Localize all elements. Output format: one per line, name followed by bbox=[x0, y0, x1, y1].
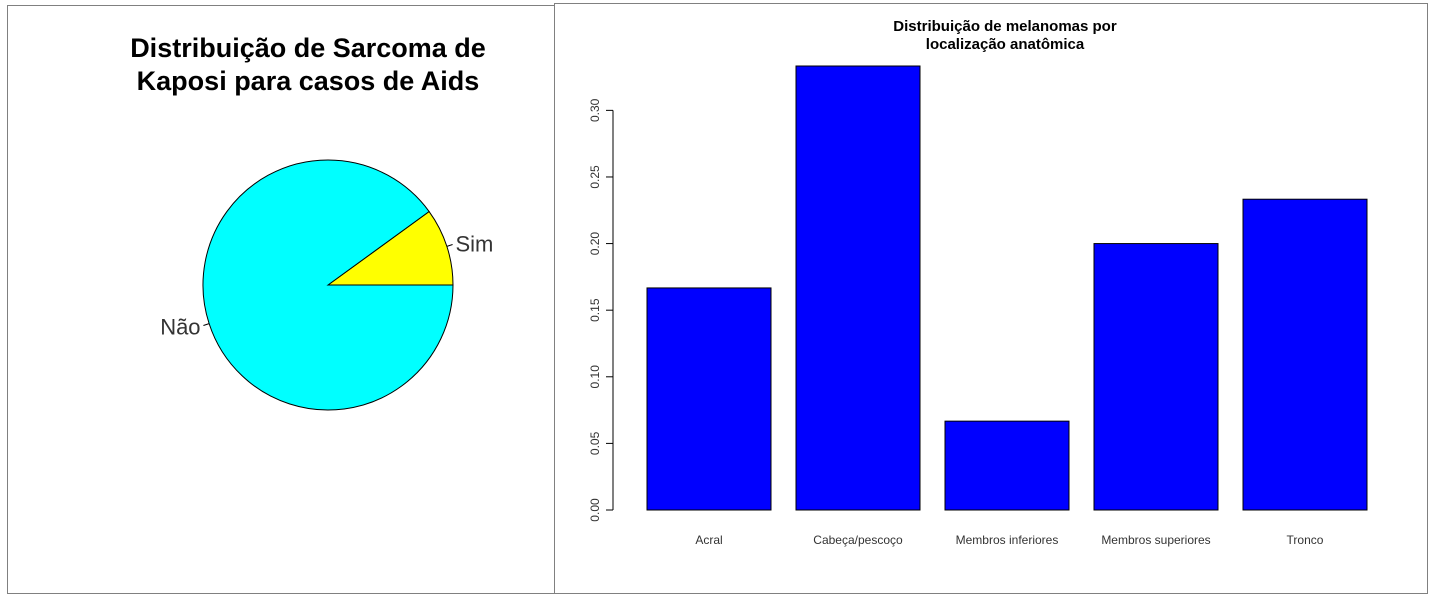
y-tick-label: 0.05 bbox=[588, 431, 602, 455]
bar-0 bbox=[646, 287, 772, 511]
pie-chart-panel: Distribuição de Sarcoma de Kaposi para c… bbox=[7, 5, 555, 594]
bar-chart: 0.00 0.05 0.10 0.15 0.20 0.25 0.30 Acral Cabeça/… bbox=[588, 65, 1368, 547]
x-tick-label: Acral bbox=[695, 533, 722, 547]
pie-label-tick bbox=[446, 244, 453, 247]
pie-chart: Sim Não bbox=[160, 159, 493, 411]
pie-chart-title: Distribuição de Sarcoma de Kaposi para c… bbox=[130, 33, 486, 96]
x-tick-label: Membros superiores bbox=[1101, 533, 1210, 547]
bar-1 bbox=[795, 65, 921, 511]
bar-chart-panel: Distribuição de melanomas por localizaçã… bbox=[554, 3, 1428, 594]
y-tick-label: 0.25 bbox=[588, 165, 602, 189]
pie-label-sim: Sim bbox=[455, 232, 493, 257]
bar-chart-title: Distribuição de melanomas por localizaçã… bbox=[893, 18, 1117, 53]
pie-label-não: Não bbox=[160, 314, 200, 339]
bar-3 bbox=[1093, 243, 1219, 511]
x-tick-label: Tronco bbox=[1287, 533, 1324, 547]
y-tick-label: 0.15 bbox=[588, 298, 602, 322]
y-tick-label: 0.20 bbox=[588, 232, 602, 256]
pie-slice-sim bbox=[326, 210, 454, 286]
y-tick-label: 0.10 bbox=[588, 365, 602, 389]
x-tick-label: Cabeça/pescoço bbox=[813, 533, 903, 547]
pie-slice-não bbox=[202, 159, 454, 411]
bar-4 bbox=[1242, 198, 1368, 511]
y-tick-label: 0.30 bbox=[588, 98, 602, 122]
x-tick-label: Membros inferiores bbox=[956, 533, 1059, 547]
bar-2 bbox=[944, 420, 1070, 511]
y-tick-label: 0.00 bbox=[588, 498, 602, 522]
pie-label-tick bbox=[203, 323, 210, 326]
